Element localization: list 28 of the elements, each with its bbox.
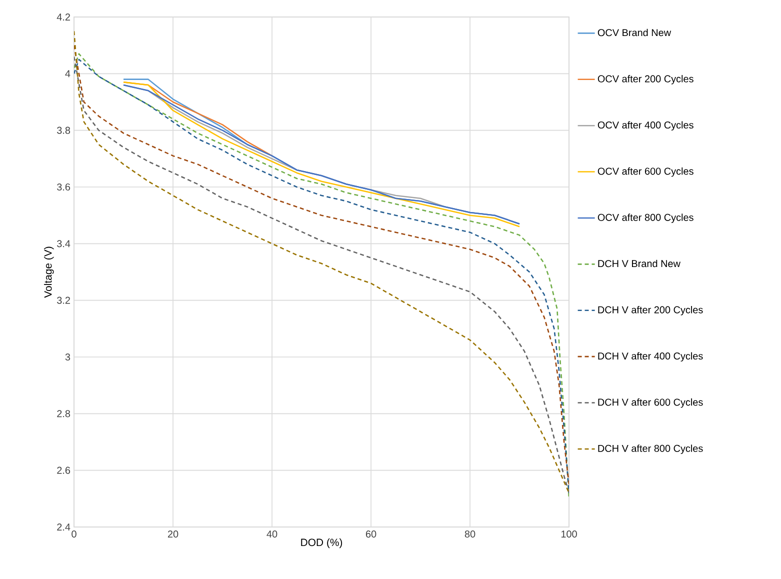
legend-label: OCV Brand New [598,28,672,36]
y-tick-label: 2.6 [57,466,70,474]
y-tick-label: 2.8 [57,410,70,418]
legend-label: DCH V after 400 Cycles [598,352,703,362]
legend-label: OCV after 400 Cycles [598,121,694,131]
y-axis-title: Voltage (V) [44,246,54,298]
y-tick-label: 2.4 [57,524,70,530]
legend-label: OCV after 200 Cycles [598,75,694,84]
y-tick-label: 3 [65,353,70,361]
x-tick-label: 0 [72,530,76,538]
y-tick-label: 3.8 [57,126,70,134]
legend-label: DCH V after 200 Cycles [598,306,703,316]
legend-label: OCV after 600 Cycles [598,167,694,177]
y-tick-label: 4.2 [56,14,70,20]
y-tick-label: 3.4 [57,240,70,248]
y-tick-label: 3.2 [57,296,70,304]
legend-label: DCH V after 800 Cycles [598,444,703,454]
x-tick-label: 100 [561,530,577,538]
x-axis-title: DOD (%) [301,538,342,548]
x-tick-label: 20 [168,530,178,538]
legend-label: DCH V after 600 Cycles [598,398,703,408]
y-tick-label: 3.6 [57,183,70,191]
legend-label: DCH V Brand New [598,260,680,268]
legend-label: OCV after 800 Cycles [598,214,694,223]
x-tick-label: 60 [366,530,376,538]
x-tick-label: 40 [266,530,278,538]
x-tick-label: 80 [464,530,476,538]
y-tick-label: 4 [65,70,70,78]
